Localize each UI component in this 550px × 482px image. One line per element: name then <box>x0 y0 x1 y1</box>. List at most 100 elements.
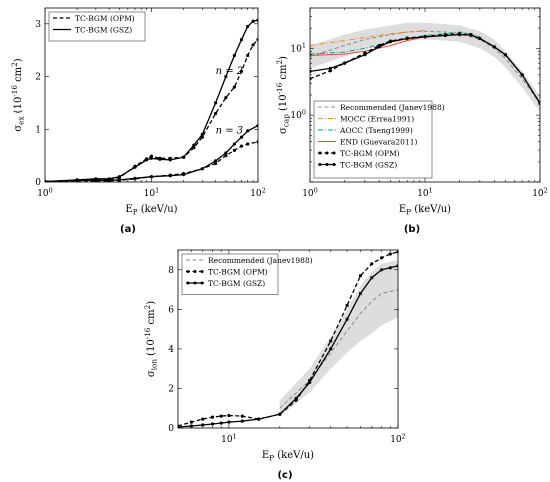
data-point <box>227 413 231 418</box>
legend-marker <box>332 163 336 166</box>
legend-label: TC-BGM (GSZ) <box>75 26 132 35</box>
data-point <box>214 101 218 105</box>
data-point <box>232 142 236 146</box>
data-point <box>251 43 255 47</box>
data-point <box>182 155 186 159</box>
data-point <box>158 157 162 161</box>
data-point <box>469 33 473 37</box>
plot-area <box>178 250 398 428</box>
x-tick-label: 101 <box>144 186 160 199</box>
data-point <box>380 268 384 272</box>
data-point <box>520 73 524 77</box>
data-point <box>492 45 496 49</box>
data-point <box>214 159 218 163</box>
data-point <box>388 266 392 270</box>
legend-marker <box>332 151 336 155</box>
data-point <box>189 420 193 424</box>
series-line-0 <box>310 30 540 104</box>
data-point <box>133 165 137 169</box>
series-line-1 <box>45 19 258 182</box>
data-point <box>224 96 228 100</box>
series-line-1 <box>178 251 398 427</box>
panel-label: (a) <box>120 224 136 235</box>
x-axis-label: EP (keV/u) <box>125 204 177 217</box>
legend-label: AOCC (Tseng1999) <box>339 126 413 135</box>
data-point <box>308 380 312 385</box>
data-point <box>278 412 282 416</box>
x-tick-label: 101 <box>221 432 237 445</box>
plot-area <box>45 18 258 182</box>
data-point <box>201 423 205 427</box>
data-point <box>343 61 347 65</box>
data-point <box>443 33 447 38</box>
data-point <box>232 85 236 89</box>
data-point <box>329 347 333 351</box>
data-point <box>224 151 228 155</box>
y-tick-label: 8 <box>168 266 174 276</box>
legend-marker <box>200 281 204 285</box>
axes-frame <box>177 249 399 429</box>
data-point <box>423 35 427 39</box>
data-point <box>149 175 154 179</box>
y-tick-label: 4 <box>168 345 174 355</box>
x-tick-label: 100 <box>302 186 318 199</box>
data-point <box>294 396 298 400</box>
data-point <box>345 317 349 321</box>
legend-label: Recommended (Janev1988) <box>208 256 313 265</box>
annotation: n = 3 <box>216 125 244 136</box>
data-point <box>232 148 236 152</box>
data-point <box>246 129 250 133</box>
series-line-2 <box>45 141 258 182</box>
legend-marker <box>318 163 322 166</box>
data-point <box>377 45 381 49</box>
data-point <box>145 158 149 162</box>
recommended-band <box>279 259 398 417</box>
y-tick-label: 100 <box>290 109 306 122</box>
data-point <box>370 276 374 280</box>
legend-label: TC-BGM (OPM) <box>208 268 268 277</box>
x-axis-label: EP (keV/u) <box>262 450 314 463</box>
legend-marker <box>325 151 329 155</box>
data-point <box>117 178 121 182</box>
legend-label: Recommended (Janev1988) <box>340 103 445 112</box>
legend-label: TC-BGM (OPM) <box>75 14 135 23</box>
data-point <box>239 135 244 139</box>
data-point <box>214 111 218 116</box>
x-tick-label: 101 <box>417 186 433 199</box>
data-point <box>200 132 204 137</box>
data-point <box>219 421 223 425</box>
data-point <box>239 144 244 148</box>
legend-marker <box>325 163 329 166</box>
data-point <box>168 174 172 178</box>
data-point <box>370 262 374 266</box>
x-tick-label: 102 <box>250 186 266 199</box>
plot-area <box>310 22 540 113</box>
data-point <box>240 414 244 418</box>
x-tick-label: 100 <box>37 186 53 199</box>
legend: Recommended (Janev1988) TC-BGM (OPM) TC-BG… <box>181 253 313 295</box>
series-line-3 <box>45 125 258 182</box>
data-point <box>182 173 186 177</box>
panel-label: (c) <box>277 470 292 481</box>
legend-marker <box>318 151 322 155</box>
data-point <box>328 69 332 73</box>
data-point <box>388 40 392 44</box>
data-point <box>210 415 215 419</box>
y-tick-label: 3 <box>35 20 41 30</box>
legend-marker <box>186 270 190 273</box>
series-line-1 <box>310 29 426 46</box>
data-point <box>257 417 261 421</box>
legend-marker <box>186 281 190 285</box>
data-point <box>117 175 121 179</box>
legend-label: TC-BGM (GSZ) <box>340 161 397 170</box>
series-line-2 <box>178 265 398 428</box>
legend-marker <box>200 270 204 273</box>
y-tick-label: 0 <box>168 424 174 434</box>
series-line-3 <box>310 36 426 56</box>
data-point <box>329 339 333 343</box>
series-line-0 <box>45 39 258 182</box>
data-point <box>219 414 223 418</box>
series-line-2 <box>310 31 481 55</box>
legend-label: END (Guevara2011) <box>340 138 417 147</box>
